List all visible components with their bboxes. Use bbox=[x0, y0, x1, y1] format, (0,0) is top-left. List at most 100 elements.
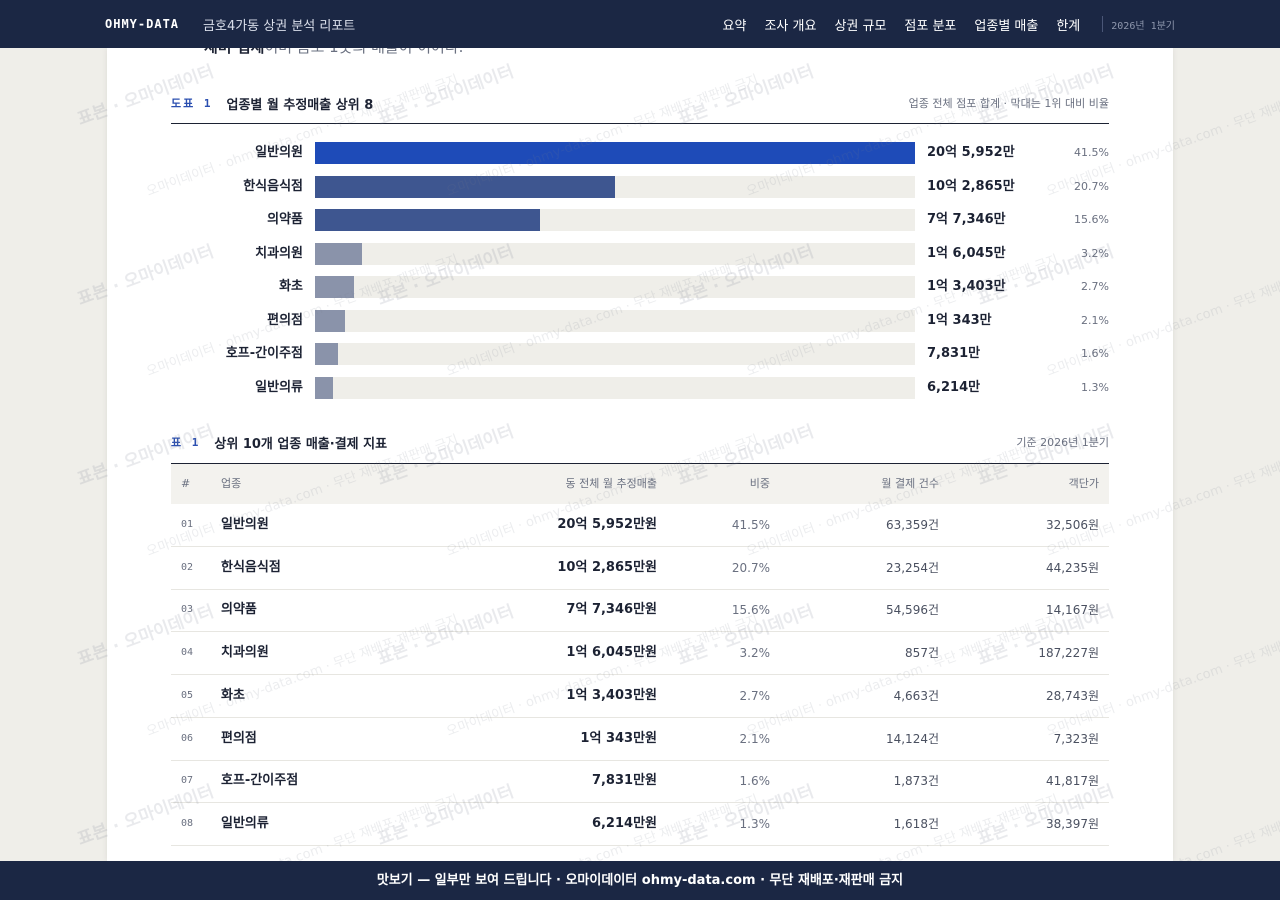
nav-item-summary[interactable]: 요약 bbox=[722, 18, 747, 34]
bar-share: 41.5% bbox=[1074, 146, 1109, 159]
nav-item-overview[interactable]: 조사 개요 bbox=[764, 18, 817, 34]
nav-item-market-size[interactable]: 상권 규모 bbox=[834, 18, 887, 34]
cell-share: 3.2% bbox=[739, 646, 771, 661]
bar-row: 편의점 1억 343만 2.1% bbox=[171, 309, 1109, 332]
cell-avg-price: 28,743원 bbox=[1045, 688, 1099, 703]
bar-share: 1.6% bbox=[1081, 347, 1109, 360]
cell-share: 15.6% bbox=[731, 603, 770, 618]
cell-sector: 일반의류 bbox=[221, 815, 269, 831]
cell-share: 2.7% bbox=[739, 688, 771, 703]
table-row: 08 일반의류 6,214만원 1.3% 1,618건 38,397원 bbox=[171, 803, 1109, 846]
figure-header: 도표 1 업종별 월 추정매출 상위 8 업종 전체 점포 합계 · 막대는 1… bbox=[171, 92, 1109, 114]
bar-share: 15.6% bbox=[1074, 213, 1109, 226]
bar-fill bbox=[315, 242, 362, 265]
nav-item-limits[interactable]: 한계 bbox=[1056, 18, 1081, 34]
bar-share: 3.2% bbox=[1081, 246, 1109, 260]
col-avg: 객단가 bbox=[1068, 477, 1099, 490]
brand-logo[interactable]: OHMY-DATA bbox=[105, 17, 180, 31]
col-sales: 동 전체 월 추정매출 bbox=[565, 477, 657, 490]
bar-label: 의약품 bbox=[267, 212, 303, 227]
nav-item-store-distribution[interactable]: 점포 분포 bbox=[904, 18, 957, 34]
cell-count: 4,663건 bbox=[893, 688, 939, 703]
nav-item-sales-by-sector[interactable]: 업종별 매출 bbox=[974, 18, 1039, 34]
preview-footer: 맛보기 — 일부만 보여 드립니다 · 오마이데이터 ohmy-data.com… bbox=[0, 861, 1280, 900]
figure-code: 도표 1 bbox=[171, 97, 213, 110]
bar-label: 일반의류 bbox=[255, 379, 303, 395]
bar-share: 20.7% bbox=[1074, 179, 1109, 193]
bar-label: 치과의원 bbox=[255, 245, 303, 261]
cell-sector: 일반의원 bbox=[221, 517, 269, 532]
cell-sales: 1억 343만원 bbox=[580, 730, 657, 746]
bar-row: 화초 1억 3,403만 2.7% bbox=[171, 276, 1109, 298]
cell-count: 23,254건 bbox=[885, 560, 939, 575]
lead-text: 이며 음소 1곳의 매출이 이어다. bbox=[264, 48, 463, 56]
table-note: 기준 2026년 1분기 bbox=[1016, 436, 1109, 449]
cell-avg-price: 32,506원 bbox=[1045, 518, 1099, 532]
bar-row: 일반의원 20억 5,952만 41.5% bbox=[171, 142, 1109, 164]
cell-rank: 01 bbox=[181, 519, 194, 530]
col-count: 월 결제 건수 bbox=[881, 477, 939, 490]
figure-note: 업종 전체 점포 합계 · 막대는 1위 대비 비율 bbox=[908, 97, 1109, 110]
top-bar: OHMY-DATA 금호4가동 상권 분석 리포트 요약 조사 개요 상권 규모… bbox=[0, 0, 1280, 48]
cell-rank: 03 bbox=[181, 604, 194, 616]
report-title: 금호4가동 상권 분석 리포트 bbox=[203, 18, 356, 34]
bar-row: 한식음식점 10억 2,865만 20.7% bbox=[171, 175, 1109, 198]
cell-sector: 호프-간이주점 bbox=[221, 773, 299, 789]
cell-sales: 1억 3,403만원 bbox=[566, 687, 657, 703]
cell-sector: 치과의원 bbox=[221, 645, 269, 661]
cell-rank: 02 bbox=[181, 561, 194, 573]
cell-sector: 의약품 bbox=[221, 602, 257, 618]
bar-share: 2.7% bbox=[1081, 280, 1109, 293]
bar-row: 치과의원 1억 6,045만 3.2% bbox=[171, 242, 1109, 265]
cell-sector: 한식음식점 bbox=[221, 559, 281, 575]
bar-fill bbox=[315, 343, 338, 365]
cell-avg-price: 14,167원 bbox=[1045, 603, 1099, 618]
bar-track bbox=[315, 309, 915, 332]
cell-sales: 6,214만원 bbox=[591, 815, 657, 831]
figure-title: 업종별 월 추정매출 상위 8 bbox=[226, 97, 374, 113]
cell-share: 1.3% bbox=[739, 816, 771, 831]
table-row: 06 편의점 1억 343만원 2.1% 14,124건 7,323원 bbox=[171, 718, 1109, 761]
bar-fill bbox=[315, 142, 915, 164]
cell-count: 1,873건 bbox=[893, 774, 939, 789]
col-no: # bbox=[181, 477, 191, 490]
bar-label: 일반의원 bbox=[255, 145, 303, 160]
cell-count: 1,618건 bbox=[893, 816, 939, 831]
bar-row: 의약품 7억 7,346만 15.6% bbox=[171, 209, 1109, 231]
bar-track bbox=[315, 209, 915, 231]
table-row: 04 치과의원 1억 6,045만원 3.2% 857건 187,227원 bbox=[171, 632, 1109, 676]
main-nav: 요약 조사 개요 상권 규모 점포 분포 업종별 매출 한계 2026년 1분기 bbox=[705, 15, 1175, 34]
cell-sector: 편의점 bbox=[221, 730, 257, 746]
bar-value: 1억 343만 bbox=[927, 312, 992, 328]
bar-share: 1.3% bbox=[1081, 380, 1109, 394]
bar-label: 화초 bbox=[279, 279, 303, 294]
lead-paragraph: 세미 업세이며 음소 1곳의 매출이 이어다. bbox=[204, 48, 463, 57]
cell-sales: 20억 5,952만원 bbox=[557, 517, 657, 532]
table-row: 03 의약품 7억 7,346만원 15.6% 54,596건 14,167원 bbox=[171, 589, 1109, 633]
bar-value: 20억 5,952만 bbox=[927, 145, 1015, 160]
bar-fill bbox=[315, 175, 615, 198]
cell-avg-price: 41,817원 bbox=[1045, 774, 1099, 789]
cell-share: 20.7% bbox=[731, 560, 770, 575]
bar-track bbox=[315, 242, 915, 265]
table-row: 07 호프-간이주점 7,831만원 1.6% 1,873건 41,817원 bbox=[171, 760, 1109, 804]
cell-rank: 08 bbox=[181, 817, 194, 829]
cell-avg-price: 187,227원 bbox=[1038, 646, 1099, 661]
table-column-header: # 업종 동 전체 월 추정매출 비중 월 결제 건수 객단가 bbox=[171, 463, 1109, 504]
bar-fill bbox=[315, 309, 345, 332]
bar-value: 1억 3,403만 bbox=[927, 279, 1006, 294]
cell-share: 2.1% bbox=[739, 731, 771, 746]
col-share: 비중 bbox=[749, 477, 770, 490]
cell-rank: 06 bbox=[181, 732, 194, 744]
cell-avg-price: 44,235원 bbox=[1045, 560, 1099, 575]
table-header: 표 1 상위 10개 업종 매출·결제 지표 기준 2026년 1분기 bbox=[171, 431, 1109, 453]
cell-share: 41.5% bbox=[731, 518, 770, 532]
cell-avg-price: 38,397원 bbox=[1045, 816, 1099, 831]
cell-rank: 04 bbox=[181, 647, 194, 659]
cell-rank: 07 bbox=[181, 775, 194, 787]
figure-rule bbox=[171, 123, 1109, 124]
bar-fill bbox=[315, 209, 540, 231]
bar-fill bbox=[315, 276, 354, 298]
cell-avg-price: 7,323원 bbox=[1053, 731, 1099, 746]
bar-track bbox=[315, 142, 915, 164]
